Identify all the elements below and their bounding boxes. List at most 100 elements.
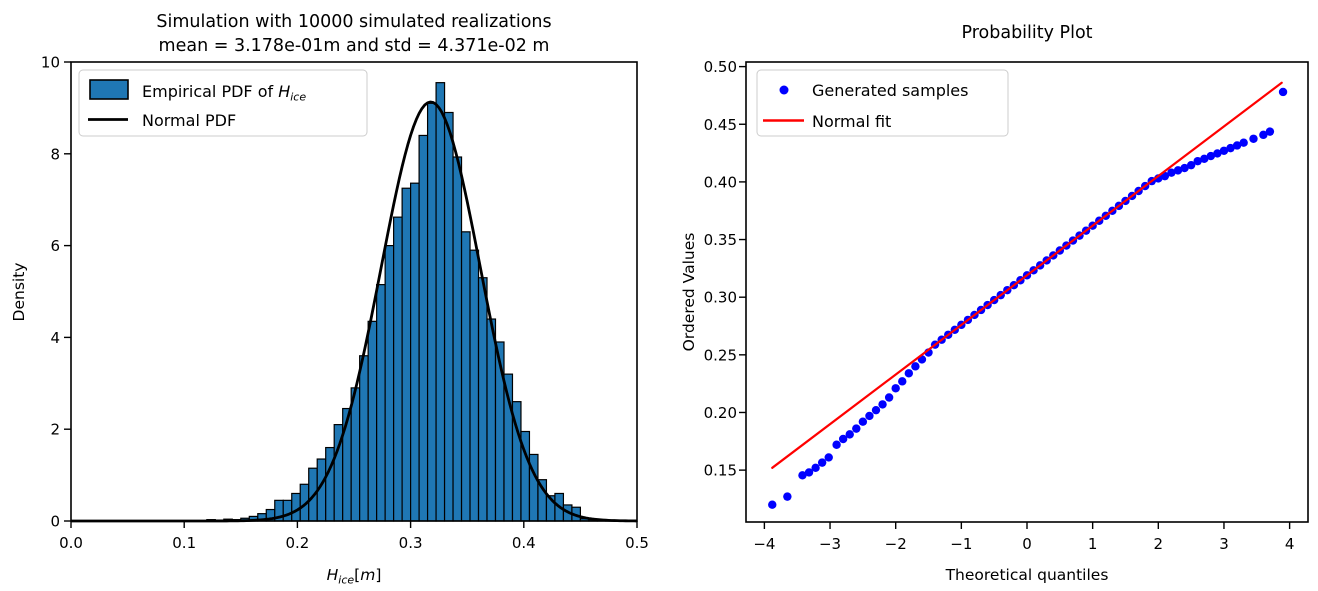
sample-point xyxy=(783,492,792,501)
qq-xlabel: Theoretical quantiles xyxy=(945,566,1109,584)
y-tick-label: 4 xyxy=(50,329,60,347)
sample-point xyxy=(898,377,907,386)
sample-point xyxy=(911,362,920,371)
y-tick-label: 0.25 xyxy=(704,346,737,364)
sample-point xyxy=(832,440,841,449)
y-tick-label: 2 xyxy=(50,421,60,439)
y-tick-label: 0.15 xyxy=(704,462,737,480)
x-tick-label: 3 xyxy=(1219,535,1229,553)
sample-point xyxy=(871,405,881,415)
histogram-bar xyxy=(460,231,471,522)
legend-label-generated-samples: Generated samples xyxy=(812,81,968,100)
x-tick-label: −2 xyxy=(885,535,907,553)
y-tick-label: 0.30 xyxy=(704,289,737,307)
sample-point xyxy=(904,369,914,378)
sample-point xyxy=(852,424,861,433)
sample-point xyxy=(858,417,868,426)
legend-label-normal-fit: Normal fit xyxy=(812,112,891,131)
sample-point xyxy=(817,458,827,467)
sample-point xyxy=(798,471,807,480)
legend-label-empirical-pdf: Empirical PDF of Hice xyxy=(142,82,306,104)
qq-legend: Generated samples Normal fit xyxy=(756,69,1009,137)
sample-point xyxy=(845,430,854,439)
histogram-bar xyxy=(384,245,395,522)
x-tick-label: −3 xyxy=(819,535,841,553)
histogram-bar xyxy=(291,492,301,522)
y-tick-label: 0.45 xyxy=(704,116,737,134)
histogram-bar xyxy=(469,249,480,522)
histogram-bar xyxy=(426,102,437,522)
x-tick-label: 0.5 xyxy=(625,534,649,552)
histogram-title-line2: mean = 3.178e-01m and std = 4.371e-02 m xyxy=(159,36,550,56)
histogram-bar xyxy=(393,216,403,522)
sample-point xyxy=(878,400,887,409)
qq-plot-area: −4 −3 −2 −1 0 1 2 3 4 0.15 0.20 0.25 0.30 0.35 0.40 0.4… xyxy=(704,58,1309,553)
sample-point xyxy=(1180,163,1189,173)
x-tick-label: 4 xyxy=(1285,535,1295,553)
sample-point xyxy=(1186,160,1196,170)
x-tick-label: −1 xyxy=(950,535,972,553)
sample-point xyxy=(1249,134,1258,143)
histogram-bar xyxy=(367,320,378,522)
x-tick-label: 0.2 xyxy=(285,534,309,552)
y-tick-label: 0.20 xyxy=(704,404,737,422)
sample-point xyxy=(1239,138,1248,147)
sample-point xyxy=(1232,141,1242,150)
x-tick-label: −4 xyxy=(753,535,775,553)
histogram-bar xyxy=(435,82,446,522)
sample-point xyxy=(1193,156,1202,166)
histogram-bar xyxy=(443,111,454,522)
histogram-bar xyxy=(401,187,412,522)
sample-point xyxy=(884,393,894,402)
histogram-bar xyxy=(486,318,497,522)
sample-point xyxy=(1200,154,1209,164)
x-tick-label: 0.3 xyxy=(399,534,423,552)
sample-point xyxy=(824,453,833,462)
x-tick-label: 0.4 xyxy=(512,534,536,552)
histogram-bar xyxy=(452,156,463,522)
histogram-bar xyxy=(376,284,386,522)
sample-point xyxy=(811,463,820,473)
sample-point xyxy=(891,384,900,393)
sample-point xyxy=(865,411,874,421)
legend-box xyxy=(756,69,1009,137)
y-tick-label: 8 xyxy=(50,145,60,163)
y-tick-label: 0.40 xyxy=(704,173,737,191)
y-tick-label: 0.50 xyxy=(704,58,737,76)
histogram-xlabel: Hice[m] xyxy=(327,566,382,587)
sample-point xyxy=(838,434,848,444)
y-tick-label: 10 xyxy=(41,54,60,72)
histogram-bar xyxy=(282,499,293,522)
y-tick-label: 6 xyxy=(50,237,60,255)
qq-ylabel: Ordered Values xyxy=(680,233,698,352)
histogram-legend: Empirical PDF of Hice Normal PDF xyxy=(78,69,368,137)
x-tick-label: 0 xyxy=(1022,535,1032,553)
sample-point xyxy=(768,500,777,509)
sample-point xyxy=(1213,149,1222,158)
legend-box xyxy=(78,69,368,137)
sample-point xyxy=(804,468,814,477)
legend-label-normal-pdf: Normal PDF xyxy=(142,111,236,130)
sample-point xyxy=(1173,166,1183,175)
histogram-title-line1: Simulation with 10000 simulated realizat… xyxy=(156,12,551,32)
histogram-bar xyxy=(477,277,488,522)
sample-point xyxy=(1226,143,1235,153)
histogram-axes-box xyxy=(70,61,638,522)
histogram-bar xyxy=(410,182,420,522)
y-tick-label: 0 xyxy=(50,513,60,531)
histogram-bar xyxy=(418,134,429,522)
normal-fit-line xyxy=(771,81,1283,469)
sample-point xyxy=(1265,127,1275,136)
sample-point xyxy=(1259,130,1268,140)
qq-title: Probability Plot xyxy=(961,23,1092,43)
sample-point xyxy=(1206,151,1216,161)
histogram-ylabel: Density xyxy=(10,263,28,322)
histogram-plot-area: 0.0 0.1 0.2 0.3 0.4 0.5 0 2 4 6 8 10 xyxy=(41,54,649,553)
legend-histogram-swatch xyxy=(89,79,129,100)
sample-point xyxy=(1219,146,1229,155)
legend-samples-marker xyxy=(779,85,789,95)
sample-point xyxy=(1167,168,1176,177)
y-tick-label: 0.35 xyxy=(704,231,737,249)
